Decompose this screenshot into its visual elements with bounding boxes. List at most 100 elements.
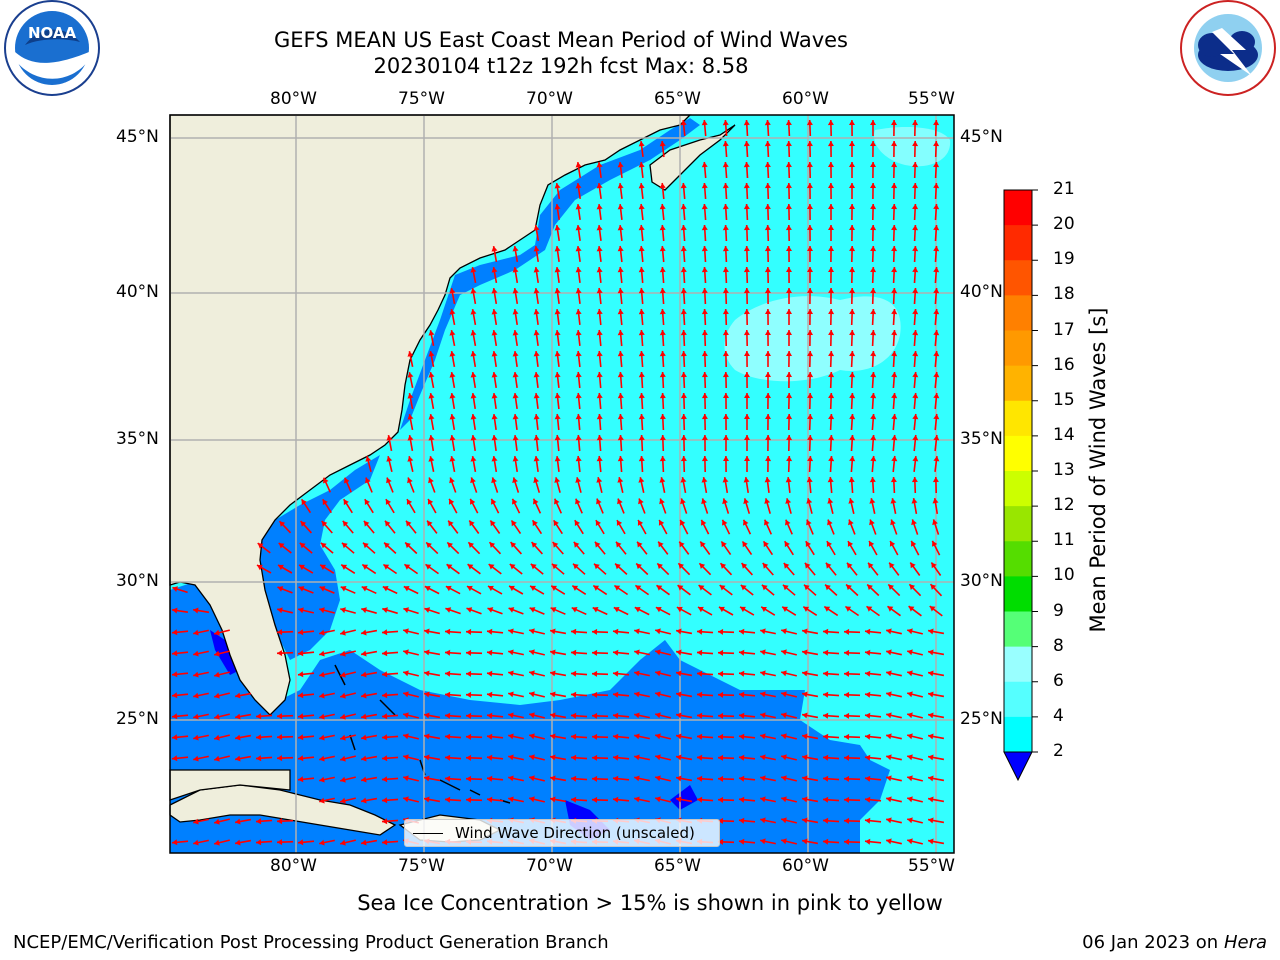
wind-wave-arrowhead xyxy=(319,629,325,636)
wind-wave-arrowhead xyxy=(718,775,724,782)
wind-wave-arrowhead xyxy=(574,520,580,526)
wind-wave-arrowhead xyxy=(933,435,940,441)
wind-wave-arrowhead xyxy=(828,141,834,147)
wind-wave-arrowhead xyxy=(722,519,728,526)
wind-wave-arrowhead xyxy=(445,628,451,635)
wind-wave-arrowhead xyxy=(891,456,898,462)
wind-wave-arrowhead xyxy=(593,585,600,591)
wind-wave-arrowhead xyxy=(739,670,745,677)
wind-wave-arrowhead xyxy=(340,755,346,762)
colorbar-tick-label: 17 xyxy=(1053,319,1075,340)
wind-wave-arrowhead xyxy=(298,629,304,636)
wind-wave-arrowhead xyxy=(701,372,708,378)
wind-wave-arrowhead xyxy=(764,288,771,294)
wind-wave-arrowhead xyxy=(887,606,894,612)
wind-wave-arrowhead xyxy=(911,477,918,483)
wind-wave-arrowhead xyxy=(571,670,577,677)
wind-wave-arrowhead xyxy=(912,162,919,168)
wind-wave-arrowhead xyxy=(277,818,283,825)
wind-wave-arrowhead xyxy=(319,692,325,699)
wind-wave-arrowhead xyxy=(638,393,645,399)
wind-wave-arrowhead xyxy=(340,839,346,846)
wind-wave-arrowhead xyxy=(847,541,854,547)
wind-wave-arrowhead xyxy=(760,754,766,761)
wind-wave-arrowhead xyxy=(491,309,498,315)
wind-wave-arrowhead xyxy=(823,838,829,845)
wind-wave-arrowhead xyxy=(929,606,936,612)
wind-wave-arrowhead xyxy=(361,629,367,636)
wind-wave-arrowhead xyxy=(362,564,369,570)
wind-wave-arrowhead xyxy=(214,755,220,762)
wind-wave-arrowhead xyxy=(912,288,919,294)
wind-wave-arrowhead xyxy=(697,649,703,656)
colorbar-segment xyxy=(1004,225,1032,261)
wind-wave-arrowhead xyxy=(655,775,661,782)
wind-wave-arrowhead xyxy=(385,499,392,505)
wind-wave-arrowhead xyxy=(912,414,919,420)
wind-wave-arrowhead xyxy=(172,755,178,762)
lat-label-left: 35°N xyxy=(116,429,159,449)
wind-wave-arrowhead xyxy=(530,585,536,591)
wind-wave-arrowhead xyxy=(466,649,472,656)
wind-wave-arrowhead xyxy=(235,713,241,720)
wind-wave-arrowhead xyxy=(172,607,178,614)
wind-wave-arrowhead xyxy=(278,543,285,549)
wind-wave-arrowhead xyxy=(680,393,687,399)
wind-wave-arrowhead xyxy=(382,755,388,762)
wind-wave-arrowhead xyxy=(802,796,808,803)
wind-wave-arrowhead xyxy=(468,542,474,548)
wind-wave-arrowhead xyxy=(487,607,494,613)
wind-wave-arrowhead xyxy=(596,267,603,273)
wind-wave-arrowhead xyxy=(424,607,431,613)
wind-wave-arrowhead xyxy=(449,456,456,462)
lon-label-bottom: 80°W xyxy=(270,856,317,876)
wind-wave-arrowhead xyxy=(466,628,472,635)
wind-wave-arrowhead xyxy=(509,585,515,592)
wind-wave-arrowhead xyxy=(931,562,937,569)
wind-wave-arrowhead xyxy=(277,650,283,657)
wind-wave-arrowhead xyxy=(551,563,558,570)
wind-wave-arrowhead xyxy=(701,498,707,505)
wind-wave-arrowhead xyxy=(340,671,346,678)
wind-wave-arrowhead xyxy=(449,414,456,420)
wind-wave-arrowhead xyxy=(235,839,241,846)
wind-wave-arrowhead xyxy=(617,246,624,252)
wind-wave-arrowhead xyxy=(298,776,304,783)
wind-wave-arrowhead xyxy=(933,456,940,462)
wind-wave-arrowhead xyxy=(592,670,598,677)
wind-wave-arrowhead xyxy=(298,839,304,846)
wind-wave-arrowhead xyxy=(428,456,435,462)
wind-wave-arrowhead xyxy=(844,754,850,761)
wind-wave-arrowhead xyxy=(617,204,624,210)
wind-wave-arrowhead xyxy=(849,183,855,188)
wind-wave-arrowhead xyxy=(638,162,645,168)
wind-wave-arrowhead xyxy=(487,754,493,761)
sea-ice-note: Sea Ice Concentration > 15% is shown in … xyxy=(357,891,943,915)
machine-name: Hera xyxy=(1223,932,1267,953)
wind-wave-arrowhead xyxy=(722,330,729,336)
wind-wave-arrowhead xyxy=(865,628,871,635)
wind-wave-arrowhead xyxy=(870,141,876,146)
wind-wave-arrowhead xyxy=(323,477,329,484)
wind-wave-arrowhead xyxy=(298,755,304,762)
wind-wave-arrowhead xyxy=(739,712,745,719)
wind-wave-arrowhead xyxy=(634,607,641,613)
wind-wave-arrowhead xyxy=(866,606,873,612)
ocean-short-period-south xyxy=(170,580,890,853)
colorbar-tick-label: 2 xyxy=(1053,741,1064,761)
wind-wave-arrowhead xyxy=(844,796,850,803)
wind-wave-arrowhead xyxy=(868,541,875,547)
colorbar-tick-label: 13 xyxy=(1053,460,1075,480)
wind-wave-arrowhead xyxy=(718,733,724,740)
wind-wave-arrowhead xyxy=(533,351,540,357)
wind-wave-arrowhead xyxy=(803,606,810,612)
wind-wave-arrowhead xyxy=(256,839,262,846)
wind-wave-arrowhead xyxy=(846,584,852,591)
wind-wave-arrowhead xyxy=(722,288,729,294)
wind-wave-arrowhead xyxy=(743,309,750,315)
wind-wave-arrowhead xyxy=(697,691,703,698)
wind-wave-arrowhead xyxy=(491,372,498,378)
wind-wave-arrowhead xyxy=(699,563,706,569)
wind-wave-arrowhead xyxy=(554,456,561,462)
wind-wave-arrowhead xyxy=(214,692,220,699)
